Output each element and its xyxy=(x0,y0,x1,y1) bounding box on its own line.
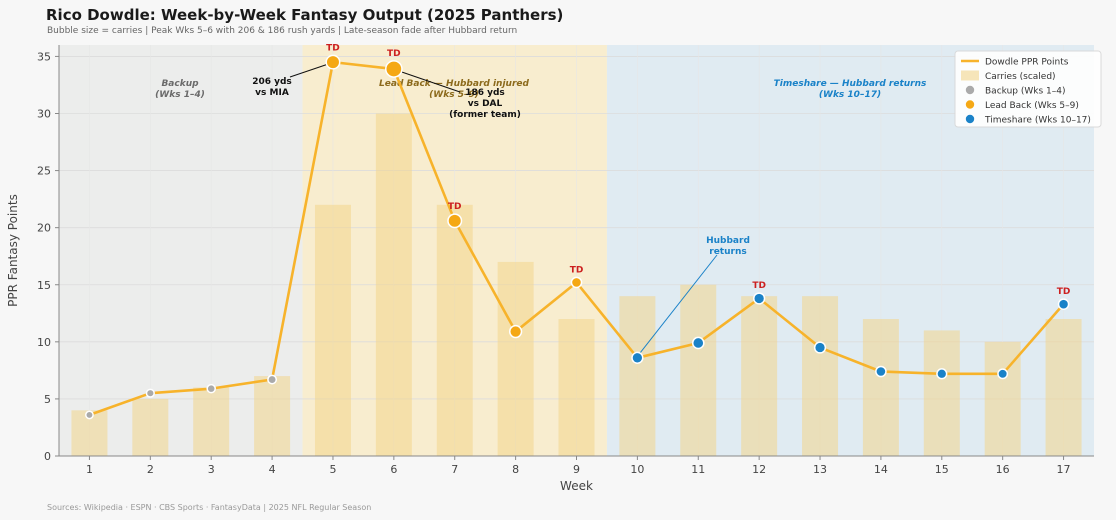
carries-bar xyxy=(375,113,412,456)
annotation-arrow xyxy=(638,254,718,355)
data-point-week-7 xyxy=(447,213,463,229)
data-point-week-14 xyxy=(875,365,887,378)
td-label: TD xyxy=(1057,287,1071,297)
y-tick-label: 20 xyxy=(37,222,51,235)
data-point-week-3 xyxy=(206,383,216,394)
legend-label: Backup (Wks 1–4) xyxy=(985,87,1066,97)
td-label: TD xyxy=(387,49,401,59)
x-tick-label: 17 xyxy=(1057,463,1071,476)
carries-bar xyxy=(862,319,899,456)
legend-label: Lead Back (Wks 5–9) xyxy=(985,101,1079,111)
td-label: TD xyxy=(752,281,766,291)
td-label: TD xyxy=(448,202,462,212)
y-tick-label: 10 xyxy=(37,336,51,349)
legend-label: Dowdle PPR Points xyxy=(985,58,1069,68)
data-point-week-8 xyxy=(508,324,523,339)
carries-bar xyxy=(193,387,230,456)
sources-note: Sources: Wikipedia · ESPN · CBS Sports ·… xyxy=(47,503,372,512)
x-tick-label: 12 xyxy=(752,463,766,476)
phase-label-backup: Backup (Wks 1–4) xyxy=(155,79,205,100)
x-tick-label: 5 xyxy=(329,463,336,476)
legend-swatch-bar xyxy=(961,70,979,81)
data-point-week-1 xyxy=(85,410,94,420)
annotation-arrow xyxy=(289,63,329,78)
data-point-week-12 xyxy=(753,292,766,305)
x-tick-label: 4 xyxy=(269,463,276,476)
carries-bar xyxy=(619,296,656,456)
carries-bar xyxy=(802,296,839,456)
td-label: TD xyxy=(326,43,340,53)
annotation-week10: Hubbard returns xyxy=(706,236,750,257)
legend-swatch-lead xyxy=(965,100,975,109)
x-tick-label: 8 xyxy=(512,463,519,476)
data-point-week-17 xyxy=(1057,298,1070,310)
legend-swatch-timeshare xyxy=(965,114,975,124)
data-point-week-11 xyxy=(691,336,705,350)
carries-bar xyxy=(741,296,778,456)
phase-label-lead: Lead Back — Hubbard injured (Wks 5–9) xyxy=(379,79,529,100)
data-point-week-6 xyxy=(385,60,403,78)
annotation-arrow xyxy=(398,70,461,93)
data-point-week-15 xyxy=(936,368,948,380)
x-tick-label: 16 xyxy=(996,463,1010,476)
data-point-week-13 xyxy=(813,341,827,354)
data-point-week-16 xyxy=(997,368,1009,380)
legend-box xyxy=(954,50,1102,128)
carries-bar xyxy=(558,319,595,456)
annotation-week6: 186 yds vs DAL (former team) xyxy=(449,88,521,120)
x-tick-label: 14 xyxy=(874,463,888,476)
y-axis-title: PPR Fantasy Points xyxy=(6,194,20,307)
data-point-week-2 xyxy=(145,388,155,398)
td-label: TD xyxy=(570,265,584,275)
x-tick-label: 9 xyxy=(573,463,580,476)
x-tick-label: 1 xyxy=(86,463,93,476)
x-axis-title: Week xyxy=(560,479,593,493)
x-tick-label: 7 xyxy=(451,463,458,476)
carries-bar xyxy=(1045,319,1082,456)
x-tick-label: 6 xyxy=(390,463,397,476)
y-tick-label: 5 xyxy=(44,393,51,406)
data-point-week-10 xyxy=(631,351,644,364)
y-tick-label: 30 xyxy=(37,108,51,121)
legend-label: Timeshare (Wks 10–17) xyxy=(984,116,1091,126)
y-tick-label: 15 xyxy=(37,279,51,292)
y-tick-label: 25 xyxy=(37,165,51,178)
legend-label: Carries (scaled) xyxy=(985,72,1056,82)
x-tick-label: 13 xyxy=(813,463,827,476)
chart-title: Rico Dowdle: Week-by-Week Fantasy Output… xyxy=(46,6,564,24)
x-tick-label: 11 xyxy=(691,463,705,476)
data-point-week-5 xyxy=(325,54,341,70)
x-tick-label: 10 xyxy=(630,463,644,476)
carries-bar xyxy=(497,261,534,456)
x-tick-label: 2 xyxy=(147,463,154,476)
carries-bar xyxy=(923,330,960,456)
carries-bar xyxy=(436,204,473,456)
annotation-week5: 206 yds vs MIA xyxy=(252,77,292,98)
carries-bar xyxy=(132,398,169,456)
carries-bar xyxy=(254,376,291,456)
data-point-week-4 xyxy=(267,374,278,385)
y-tick-label: 0 xyxy=(44,450,51,463)
phase-label-timeshare: Timeshare — Hubbard returns (Wks 10–17) xyxy=(774,79,927,100)
x-tick-label: 3 xyxy=(208,463,215,476)
y-tick-label: 35 xyxy=(37,50,51,63)
carries-bar xyxy=(680,284,717,456)
carries-bar xyxy=(314,204,351,456)
x-tick-label: 15 xyxy=(935,463,949,476)
chart-subtitle: Bubble size = carries | Peak Wks 5–6 wit… xyxy=(47,26,518,36)
data-point-week-9 xyxy=(570,276,583,289)
legend-swatch-backup xyxy=(965,85,975,95)
